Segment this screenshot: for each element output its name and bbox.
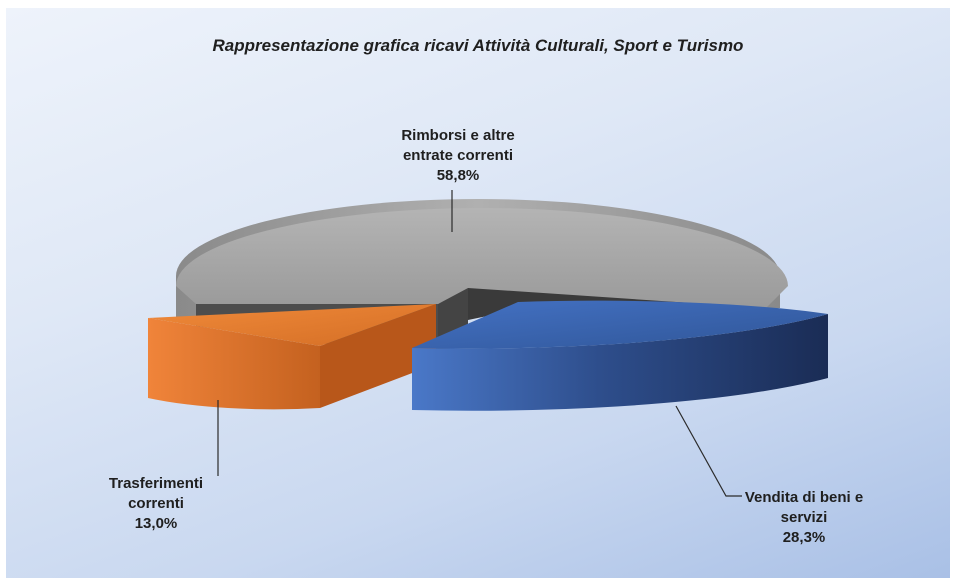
data-label-trasferimenti-value: 13,0%	[134, 515, 178, 532]
data-label-trasferimenti-line2: correnti	[128, 495, 184, 512]
data-label-vendita-line1: Vendita di beni e	[744, 489, 864, 506]
data-label-rimborsi: Rimborsi e altre entrate correnti 58,8%	[358, 126, 558, 186]
leader-line-vendita	[675, 405, 742, 497]
pie-chart	[148, 190, 828, 497]
pie-slice-trasferimenti-top	[148, 304, 436, 346]
pie-slice-rimborsi-top	[176, 208, 788, 308]
pie-slice-trasferimenti	[148, 304, 436, 410]
data-label-rimborsi-value: 58,8%	[436, 167, 480, 184]
data-label-vendita-value: 28,3%	[782, 529, 826, 546]
data-label-trasferimenti: Trasferimenti correnti 13,0%	[86, 474, 226, 534]
chart-area: Rappresentazione grafica ricavi Attività…	[6, 8, 950, 578]
data-label-trasferimenti-line1: Trasferimenti	[108, 475, 204, 492]
data-label-vendita: Vendita di beni e servizi 28,3%	[724, 488, 884, 548]
pie-slice-trasferimenti-inner	[320, 304, 436, 408]
data-label-rimborsi-line1: Rimborsi e altre	[401, 127, 515, 144]
pie-slice-vendita-side	[412, 314, 828, 411]
pie-slice-vendita	[412, 300, 828, 411]
pie-slice-vendita-top	[412, 300, 828, 349]
chart-title: Rappresentazione grafica ricavi Attività…	[212, 36, 744, 55]
data-label-rimborsi-line2: entrate correnti	[402, 147, 514, 164]
pie-slice-trasferimenti-side	[148, 318, 320, 410]
data-label-vendita-line2: servizi	[780, 509, 828, 526]
